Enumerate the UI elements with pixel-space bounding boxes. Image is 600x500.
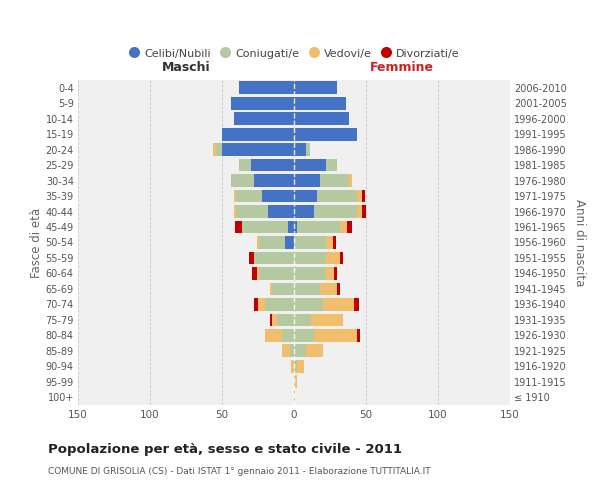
Bar bbox=[294, 314, 311, 326]
Bar bbox=[362, 190, 365, 202]
Bar bbox=[288, 220, 294, 234]
Bar bbox=[230, 174, 254, 187]
Bar bbox=[242, 220, 288, 234]
Bar bbox=[222, 128, 294, 140]
Bar bbox=[311, 314, 343, 326]
Bar bbox=[250, 252, 254, 264]
Bar bbox=[294, 391, 295, 404]
Bar bbox=[294, 298, 323, 310]
Bar bbox=[294, 376, 297, 388]
Bar bbox=[283, 344, 290, 357]
Bar bbox=[294, 97, 346, 110]
Bar bbox=[290, 344, 294, 357]
Text: Popolazione per età, sesso e stato civile - 2011: Popolazione per età, sesso e stato civil… bbox=[48, 442, 402, 456]
Bar bbox=[337, 282, 340, 296]
Bar bbox=[233, 190, 236, 202]
Bar bbox=[222, 144, 294, 156]
Bar bbox=[294, 112, 349, 125]
Bar bbox=[294, 236, 326, 249]
Legend: Celibi/Nubili, Coniugati/e, Vedovi/e, Divorziati/e: Celibi/Nubili, Coniugati/e, Vedovi/e, Di… bbox=[124, 44, 464, 63]
Y-axis label: Anni di nascita: Anni di nascita bbox=[572, 199, 586, 286]
Bar bbox=[294, 329, 314, 342]
Text: Maschi: Maschi bbox=[161, 61, 211, 74]
Bar bbox=[340, 220, 347, 234]
Bar bbox=[272, 282, 294, 296]
Bar bbox=[286, 236, 294, 249]
Bar bbox=[254, 252, 294, 264]
Bar bbox=[362, 205, 366, 218]
Bar bbox=[320, 174, 349, 187]
Bar bbox=[283, 329, 294, 342]
Bar bbox=[265, 329, 283, 342]
Bar bbox=[347, 220, 352, 234]
Bar bbox=[340, 252, 343, 264]
Bar bbox=[297, 220, 340, 234]
Bar bbox=[334, 267, 337, 280]
Bar bbox=[294, 174, 320, 187]
Bar bbox=[214, 144, 216, 156]
Bar bbox=[294, 267, 326, 280]
Bar bbox=[235, 220, 242, 234]
Bar bbox=[257, 236, 259, 249]
Bar bbox=[294, 252, 326, 264]
Bar bbox=[268, 205, 294, 218]
Bar bbox=[254, 298, 258, 310]
Text: Femmine: Femmine bbox=[370, 61, 434, 74]
Bar bbox=[326, 159, 337, 172]
Bar bbox=[269, 282, 272, 296]
Bar bbox=[314, 329, 358, 342]
Bar bbox=[358, 205, 362, 218]
Bar bbox=[358, 329, 360, 342]
Bar bbox=[294, 360, 297, 372]
Bar bbox=[326, 236, 333, 249]
Bar bbox=[239, 159, 251, 172]
Bar bbox=[297, 360, 304, 372]
Bar bbox=[233, 112, 294, 125]
Bar bbox=[349, 174, 352, 187]
Bar bbox=[277, 314, 294, 326]
Bar bbox=[294, 282, 320, 296]
Bar bbox=[333, 236, 336, 249]
Bar bbox=[294, 344, 305, 357]
Bar bbox=[230, 97, 294, 110]
Text: COMUNE DI GRISOLIA (CS) - Dati ISTAT 1° gennaio 2011 - Elaborazione TUTTITALIA.I: COMUNE DI GRISOLIA (CS) - Dati ISTAT 1° … bbox=[48, 468, 431, 476]
Bar bbox=[262, 190, 294, 202]
Bar bbox=[236, 205, 268, 218]
Bar bbox=[305, 344, 323, 357]
Bar bbox=[314, 205, 358, 218]
Bar bbox=[305, 144, 310, 156]
Bar bbox=[326, 252, 340, 264]
Bar bbox=[294, 144, 305, 156]
Y-axis label: Fasce di età: Fasce di età bbox=[29, 208, 43, 278]
Bar bbox=[259, 236, 286, 249]
Bar bbox=[294, 128, 358, 140]
Bar bbox=[257, 267, 259, 280]
Bar bbox=[236, 190, 262, 202]
Bar bbox=[294, 205, 314, 218]
Bar bbox=[320, 282, 337, 296]
Bar bbox=[323, 298, 355, 310]
Bar bbox=[216, 144, 222, 156]
Bar bbox=[269, 314, 272, 326]
Bar bbox=[265, 298, 294, 310]
Bar bbox=[355, 298, 359, 310]
Bar bbox=[358, 190, 362, 202]
Bar bbox=[317, 190, 358, 202]
Bar bbox=[254, 174, 294, 187]
Bar bbox=[326, 267, 334, 280]
Bar bbox=[251, 159, 294, 172]
Bar bbox=[233, 205, 236, 218]
Bar bbox=[259, 267, 294, 280]
Bar bbox=[294, 159, 326, 172]
Bar bbox=[252, 267, 257, 280]
Bar bbox=[291, 360, 294, 372]
Bar bbox=[294, 82, 337, 94]
Bar bbox=[294, 220, 297, 234]
Bar bbox=[239, 82, 294, 94]
Bar bbox=[294, 190, 317, 202]
Bar bbox=[272, 314, 277, 326]
Bar bbox=[258, 298, 265, 310]
